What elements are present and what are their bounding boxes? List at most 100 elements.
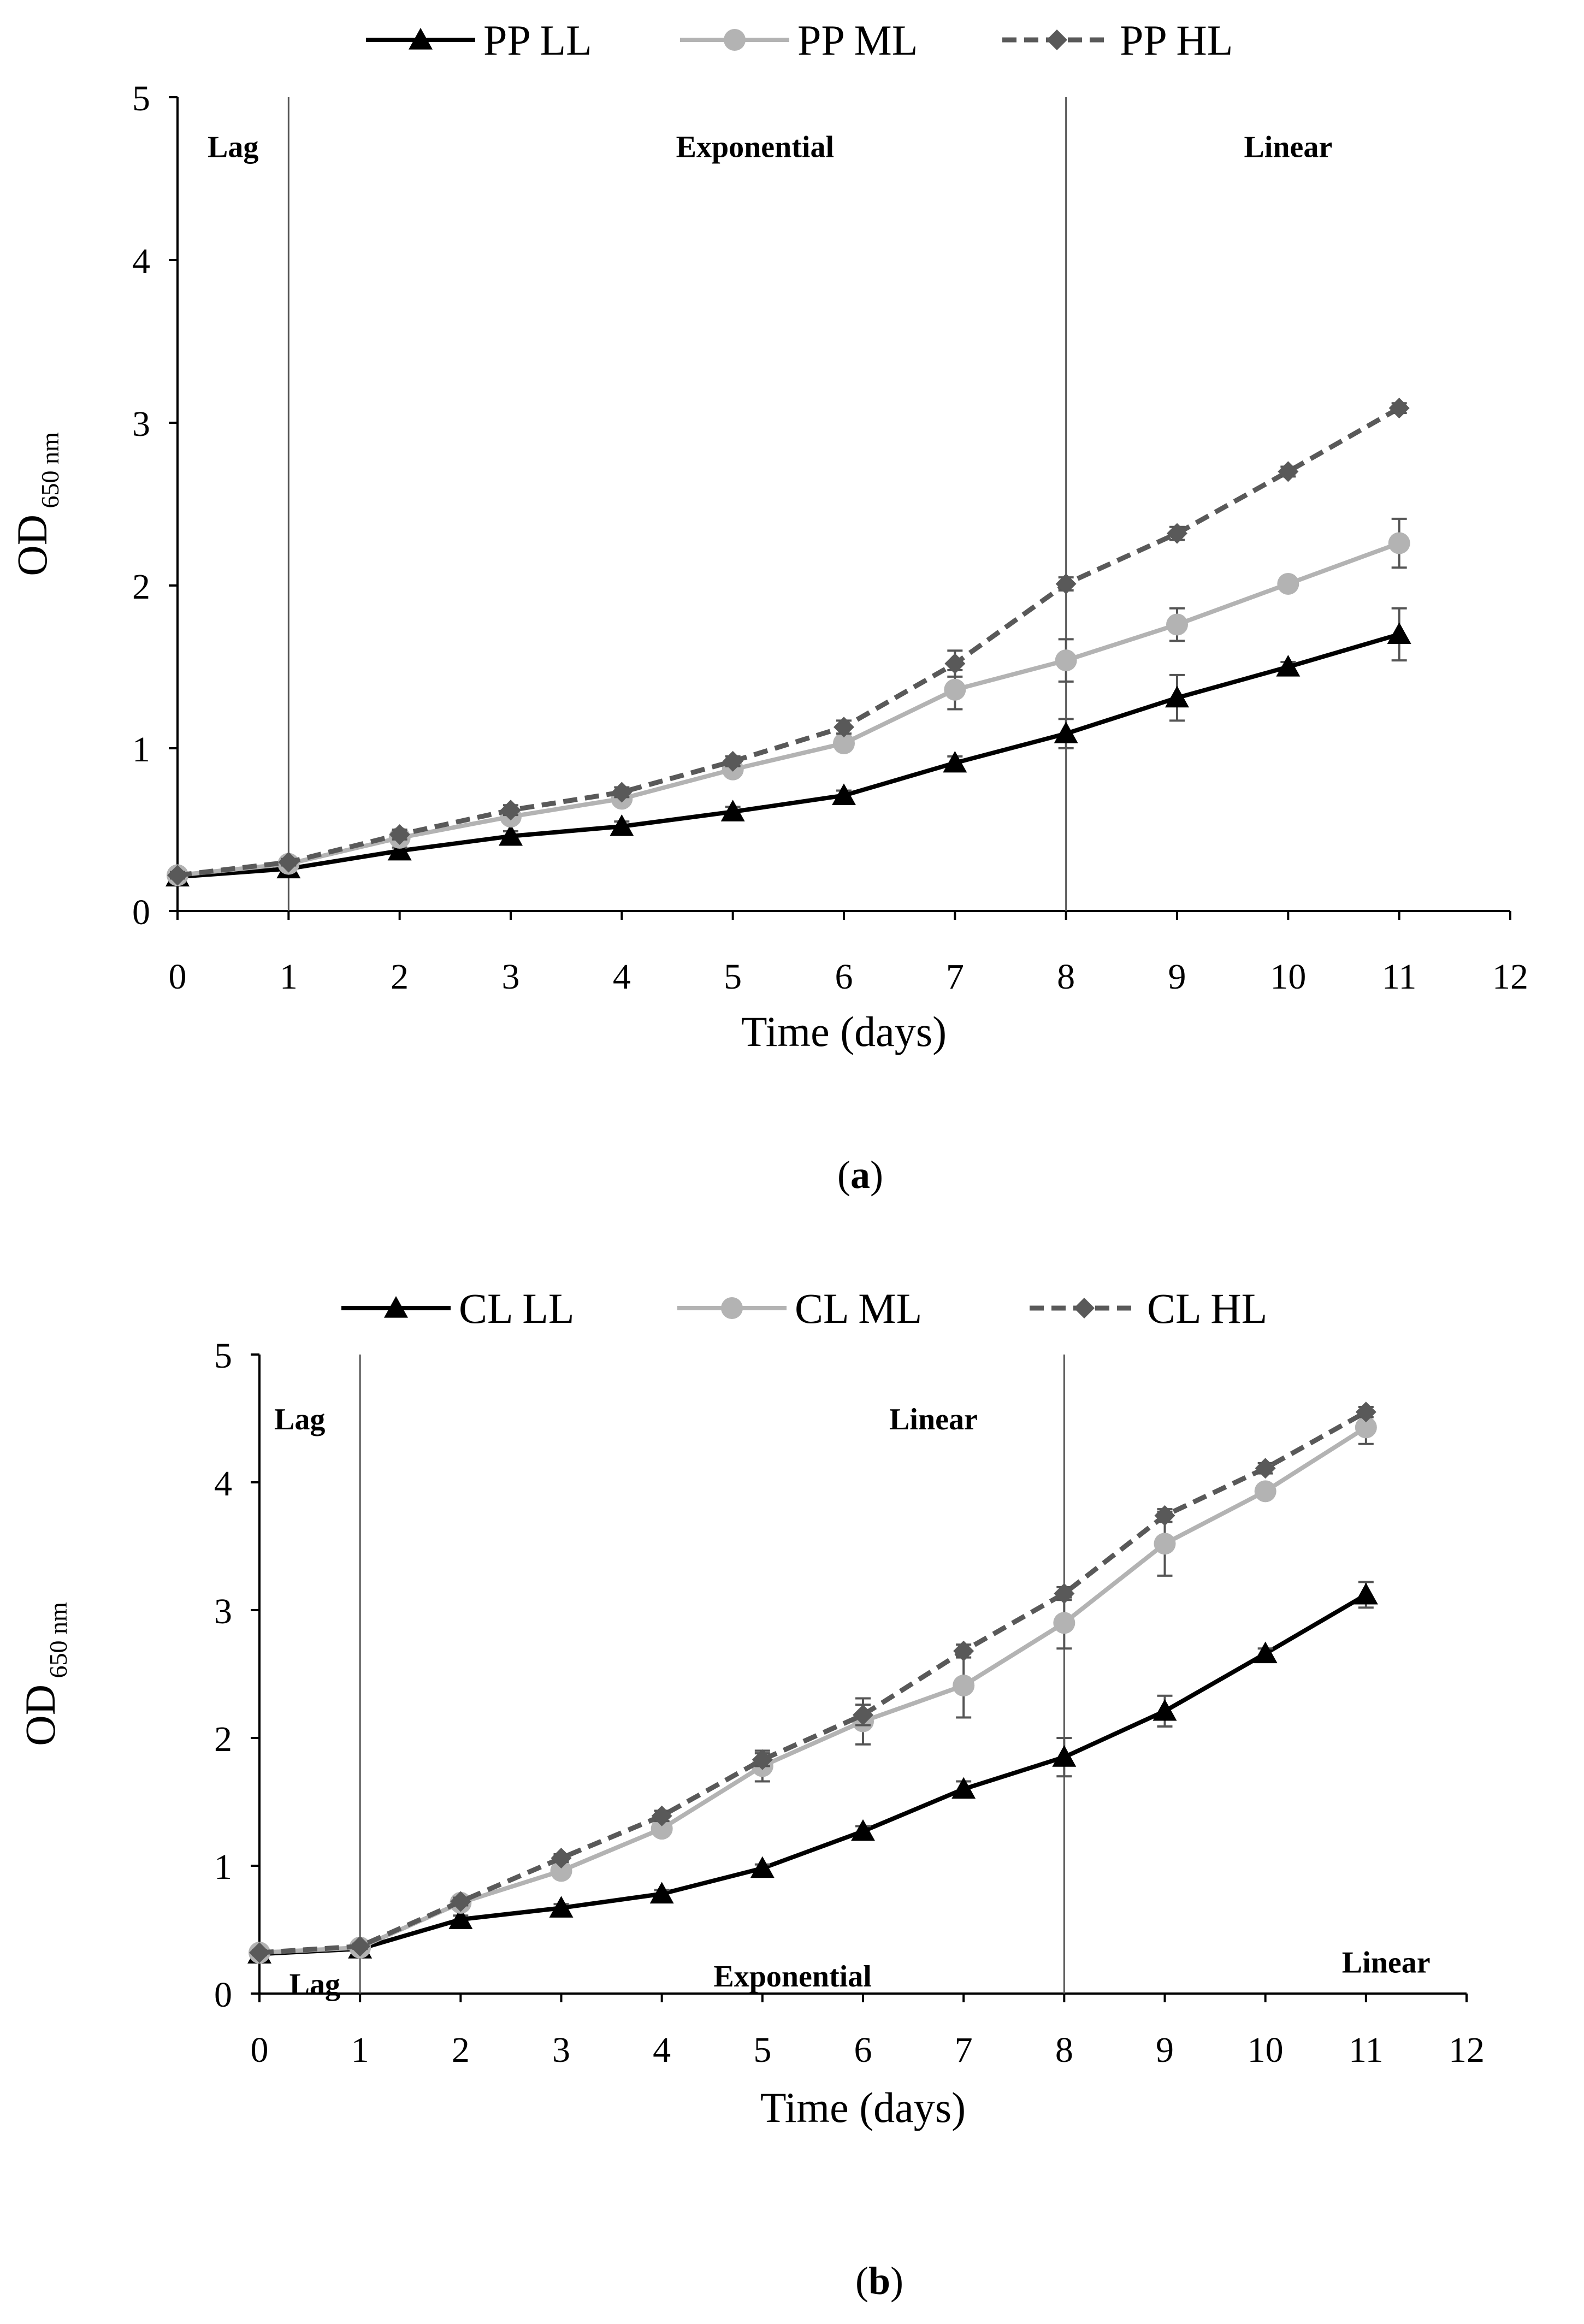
data-point (722, 750, 743, 772)
phase-label-lag: Lag (289, 1967, 340, 2001)
y-tick-label: 5 (214, 1336, 232, 1376)
data-point (1253, 1641, 1278, 1664)
y-tick-label: 0 (214, 1975, 232, 2015)
data-point (448, 1907, 473, 1929)
x-tick-label: 2 (391, 957, 409, 997)
x-tick-label: 6 (835, 957, 853, 997)
x-tick-label: 12 (1492, 957, 1528, 997)
data-point (833, 732, 855, 755)
x-tick-label: 0 (169, 957, 187, 997)
data-point (944, 653, 966, 675)
y-axis-title-subscript: 650 nm (36, 432, 64, 515)
panel-label: (a) (837, 1153, 883, 1197)
x-tick-label: 2 (452, 2030, 470, 2070)
panel-label-letter: b (868, 2259, 890, 2303)
series-pp-ml (167, 517, 1410, 886)
phase-label-lag: Lag (274, 1403, 325, 1436)
x-tick-label: 8 (1055, 2030, 1073, 2070)
legend-marker (409, 28, 433, 50)
legend-entry-cl-ll: CL LL (341, 1285, 575, 1332)
data-point (1052, 1745, 1077, 1767)
y-tick-label: 4 (132, 241, 150, 281)
x-tick-label: 11 (1382, 957, 1417, 997)
data-point (499, 824, 523, 846)
phase-label-exponential: Exponential (713, 1960, 871, 1994)
y-tick-label: 1 (214, 1847, 232, 1887)
legend-entry-cl-ml: CL ML (677, 1285, 922, 1332)
panel-label-paren: ( (855, 2259, 868, 2303)
x-tick-label: 7 (955, 2030, 973, 2070)
data-point (750, 1856, 775, 1878)
data-point (1276, 655, 1301, 677)
series-line (259, 1593, 1367, 1956)
data-point (1355, 1416, 1377, 1439)
data-point (951, 1777, 976, 1799)
x-tick-label: 3 (502, 957, 520, 997)
legend-label: PP HL (1120, 16, 1233, 64)
data-point (1388, 398, 1410, 419)
x-tick-label: 5 (724, 957, 742, 997)
x-tick-label: 1 (351, 2030, 369, 2070)
data-point (853, 1704, 873, 1725)
data-point (551, 1847, 572, 1868)
data-point (1388, 532, 1410, 554)
legend-marker (1074, 1298, 1095, 1318)
data-point (649, 1882, 674, 1904)
y-axis-title-subscript: 650 nm (44, 1602, 72, 1684)
data-point (1387, 622, 1411, 644)
x-tick-label: 12 (1449, 2030, 1485, 2070)
data-point (943, 750, 967, 773)
series-cl-hl (249, 1402, 1376, 1964)
series-line (177, 632, 1400, 879)
x-axis-title: Time (days) (741, 1008, 947, 1055)
y-axis-title-main: OD (16, 1684, 64, 1746)
data-point (1053, 1612, 1075, 1634)
legend-marker (724, 29, 746, 51)
data-point (1354, 1582, 1378, 1605)
data-point (278, 851, 299, 873)
x-tick-label: 9 (1168, 957, 1186, 997)
data-point (1154, 1533, 1176, 1555)
legend-label: CL HL (1147, 1285, 1267, 1332)
y-tick-label: 0 (132, 892, 150, 932)
legend-entry-pp-ml: PP ML (680, 16, 918, 64)
data-point (1254, 1480, 1276, 1503)
y-tick-label: 3 (214, 1592, 232, 1631)
legend-entry-pp-hl: PP HL (1002, 16, 1233, 64)
y-axis-title-main: OD (8, 515, 56, 576)
data-point (720, 800, 745, 821)
data-point (1054, 1583, 1075, 1604)
data-point (1055, 649, 1077, 672)
legend-label: CL ML (795, 1285, 922, 1332)
y-tick-label: 1 (132, 730, 150, 770)
y-tick-label: 2 (132, 567, 150, 607)
data-point (953, 1640, 974, 1661)
series-pp-hl (167, 398, 1410, 886)
phase-label-linear: Linear (889, 1403, 978, 1436)
phase-label-linear: Linear (1244, 130, 1332, 164)
data-point (832, 783, 856, 806)
data-point (1255, 1458, 1276, 1479)
data-point (944, 678, 966, 701)
panel-label-letter: a (850, 1153, 870, 1197)
y-tick-label: 5 (132, 79, 150, 119)
data-point (651, 1805, 672, 1826)
data-point (610, 814, 634, 836)
x-tick-label: 11 (1349, 2030, 1384, 2070)
y-tick-label: 4 (214, 1464, 232, 1504)
panel-label-paren: ) (890, 2259, 903, 2303)
data-point (1055, 573, 1077, 595)
series-line (177, 541, 1400, 878)
legend-label: PP LL (483, 16, 592, 64)
data-point (387, 838, 412, 861)
data-point (1277, 573, 1299, 595)
data-point (549, 1896, 574, 1918)
data-point (953, 1675, 975, 1697)
series-line (177, 406, 1400, 878)
data-point (834, 717, 854, 738)
data-point (752, 1749, 773, 1770)
data-point (1166, 613, 1188, 636)
data-point (550, 1860, 572, 1882)
